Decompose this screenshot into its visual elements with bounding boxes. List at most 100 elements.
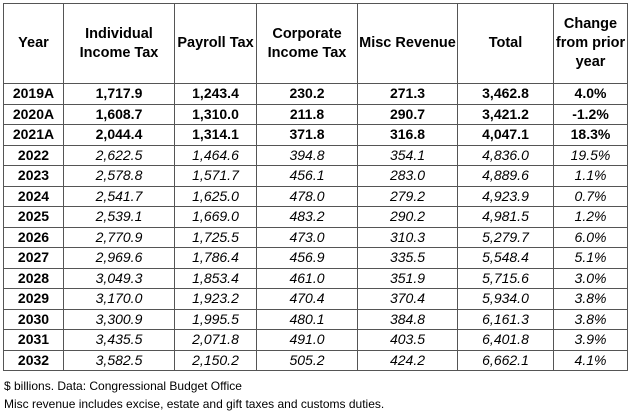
header-year: Year: [3, 3, 64, 84]
table-row: 2025 2,539.1 1,669.0 483.2 290.2 4,981.5 1.2%: [3, 206, 628, 228]
cell-payroll-tax: 1,571.7: [174, 165, 257, 187]
table-body: 2019A 1,717.9 1,243.4 230.2 271.3 3,462.8 4.0%…: [3, 83, 628, 371]
cell-misc-revenue: 354.1: [357, 144, 458, 166]
cell-change: 19.5%: [553, 144, 628, 166]
cell-change: -1.2%: [553, 103, 628, 125]
cell-corporate-income-tax: 470.4: [256, 288, 358, 310]
cell-year: 2025: [3, 206, 64, 228]
cell-corporate-income-tax: 211.8: [256, 103, 358, 125]
cell-misc-revenue: 271.3: [357, 83, 458, 105]
revenue-table: Year Individual Income Tax Payroll Tax C…: [3, 3, 628, 371]
cell-payroll-tax: 1,669.0: [174, 206, 257, 228]
cell-individual-income-tax: 3,300.9: [63, 308, 175, 330]
cell-year: 2026: [3, 226, 64, 248]
header-row: Year Individual Income Tax Payroll Tax C…: [3, 3, 628, 84]
table-row: 2020A 1,608.7 1,310.0 211.8 290.7 3,421.2 -1.2…: [3, 103, 628, 125]
cell-individual-income-tax: 2,541.7: [63, 185, 175, 207]
cell-corporate-income-tax: 491.0: [256, 329, 358, 351]
cell-year: 2024: [3, 185, 64, 207]
source-note: $ billions. Data: Congressional Budget O…: [4, 379, 242, 393]
cell-misc-revenue: 351.9: [357, 267, 458, 289]
cell-individual-income-tax: 3,170.0: [63, 288, 175, 310]
table-row: 2023 2,578.8 1,571.7 456.1 283.0 4,889.6 1.1%: [3, 165, 628, 187]
cell-individual-income-tax: 2,578.8: [63, 165, 175, 187]
cell-year: 2022: [3, 144, 64, 166]
cell-corporate-income-tax: 461.0: [256, 267, 358, 289]
table-row: 2027 2,969.6 1,786.4 456.9 335.5 5,548.4 5.1%: [3, 247, 628, 269]
table-row: 2029 3,170.0 1,923.2 470.4 370.4 5,934.0 3.8%: [3, 288, 628, 310]
cell-year: 2031: [3, 329, 64, 351]
cell-individual-income-tax: 2,622.5: [63, 144, 175, 166]
cell-misc-revenue: 290.7: [357, 103, 458, 125]
cell-total: 5,934.0: [457, 288, 554, 310]
header-total: Total: [457, 3, 554, 84]
cell-individual-income-tax: 3,435.5: [63, 329, 175, 351]
cell-individual-income-tax: 1,608.7: [63, 103, 175, 125]
cell-change: 3.8%: [553, 308, 628, 330]
cell-misc-revenue: 279.2: [357, 185, 458, 207]
cell-payroll-tax: 2,071.8: [174, 329, 257, 351]
cell-corporate-income-tax: 473.0: [256, 226, 358, 248]
cell-corporate-income-tax: 371.8: [256, 124, 358, 146]
cell-total: 4,889.6: [457, 165, 554, 187]
table-row: 2021A 2,044.4 1,314.1 371.8 316.8 4,047.1 18.3…: [3, 124, 628, 146]
cell-total: 4,923.9: [457, 185, 554, 207]
cell-change: 0.7%: [553, 185, 628, 207]
cell-payroll-tax: 1,995.5: [174, 308, 257, 330]
cell-year: 2021A: [3, 124, 64, 146]
cell-misc-revenue: 310.3: [357, 226, 458, 248]
cell-change: 6.0%: [553, 226, 628, 248]
cell-misc-revenue: 384.8: [357, 308, 458, 330]
cell-year: 2019A: [3, 83, 64, 105]
cell-payroll-tax: 1,853.4: [174, 267, 257, 289]
header-corporate-income-tax: Corporate Income Tax: [256, 3, 358, 84]
cell-corporate-income-tax: 483.2: [256, 206, 358, 228]
cell-payroll-tax: 1,786.4: [174, 247, 257, 269]
cell-payroll-tax: 1,725.5: [174, 226, 257, 248]
cell-year: 2029: [3, 288, 64, 310]
cell-change: 1.2%: [553, 206, 628, 228]
header-change: Change from prior year: [553, 3, 628, 84]
cell-corporate-income-tax: 394.8: [256, 144, 358, 166]
cell-misc-revenue: 290.2: [357, 206, 458, 228]
cell-change: 3.0%: [553, 267, 628, 289]
cell-misc-revenue: 403.5: [357, 329, 458, 351]
table-row: 2030 3,300.9 1,995.5 480.1 384.8 6,161.3 3.8%: [3, 308, 628, 330]
header-misc-revenue: Misc Revenue: [357, 3, 458, 84]
cell-misc-revenue: 283.0: [357, 165, 458, 187]
cell-individual-income-tax: 2,539.1: [63, 206, 175, 228]
cell-individual-income-tax: 2,770.9: [63, 226, 175, 248]
header-payroll-tax: Payroll Tax: [174, 3, 257, 84]
cell-individual-income-tax: 1,717.9: [63, 83, 175, 105]
cell-individual-income-tax: 2,044.4: [63, 124, 175, 146]
cell-misc-revenue: 424.2: [357, 349, 458, 371]
cell-total: 6,662.1: [457, 349, 554, 371]
cell-total: 6,161.3: [457, 308, 554, 330]
cell-change: 3.9%: [553, 329, 628, 351]
cell-change: 18.3%: [553, 124, 628, 146]
cell-total: 5,279.7: [457, 226, 554, 248]
cell-total: 6,401.8: [457, 329, 554, 351]
cell-payroll-tax: 1,243.4: [174, 83, 257, 105]
table-row: 2026 2,770.9 1,725.5 473.0 310.3 5,279.7 6.0%: [3, 226, 628, 248]
cell-corporate-income-tax: 478.0: [256, 185, 358, 207]
cell-change: 5.1%: [553, 247, 628, 269]
cell-total: 5,548.4: [457, 247, 554, 269]
table-row: 2019A 1,717.9 1,243.4 230.2 271.3 3,462.8 4.0%: [3, 83, 628, 105]
cell-payroll-tax: 1,625.0: [174, 185, 257, 207]
cell-payroll-tax: 1,923.2: [174, 288, 257, 310]
cell-total: 4,047.1: [457, 124, 554, 146]
cell-total: 3,421.2: [457, 103, 554, 125]
table-row: 2032 3,582.5 2,150.2 505.2 424.2 6,662.1 4.1%: [3, 349, 628, 371]
cell-total: 4,981.5: [457, 206, 554, 228]
cell-year: 2020A: [3, 103, 64, 125]
cell-misc-revenue: 370.4: [357, 288, 458, 310]
cell-change: 4.1%: [553, 349, 628, 371]
cell-corporate-income-tax: 456.1: [256, 165, 358, 187]
cell-corporate-income-tax: 480.1: [256, 308, 358, 330]
cell-year: 2028: [3, 267, 64, 289]
table-row: 2024 2,541.7 1,625.0 478.0 279.2 4,923.9 0.7%: [3, 185, 628, 207]
cell-payroll-tax: 1,310.0: [174, 103, 257, 125]
cell-corporate-income-tax: 456.9: [256, 247, 358, 269]
cell-total: 4,836.0: [457, 144, 554, 166]
